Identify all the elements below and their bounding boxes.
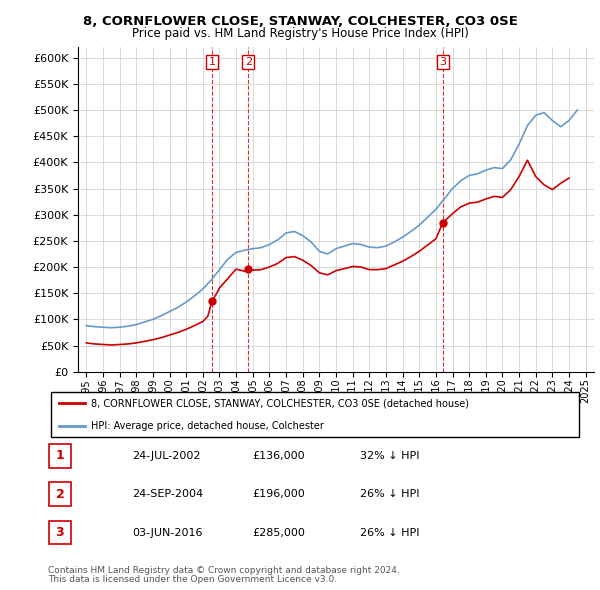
Text: 32% ↓ HPI: 32% ↓ HPI — [360, 451, 419, 461]
Text: 2: 2 — [56, 487, 64, 501]
Text: 24-JUL-2002: 24-JUL-2002 — [132, 451, 200, 461]
Text: 3: 3 — [439, 57, 446, 67]
Text: £196,000: £196,000 — [252, 490, 305, 499]
FancyBboxPatch shape — [49, 520, 71, 545]
Text: 2: 2 — [245, 57, 252, 67]
FancyBboxPatch shape — [49, 444, 71, 468]
Text: 1: 1 — [56, 449, 64, 463]
Text: This data is licensed under the Open Government Licence v3.0.: This data is licensed under the Open Gov… — [48, 575, 337, 584]
Text: £136,000: £136,000 — [252, 451, 305, 461]
Text: 26% ↓ HPI: 26% ↓ HPI — [360, 490, 419, 499]
Text: 8, CORNFLOWER CLOSE, STANWAY, COLCHESTER, CO3 0SE (detached house): 8, CORNFLOWER CLOSE, STANWAY, COLCHESTER… — [91, 398, 469, 408]
FancyBboxPatch shape — [49, 482, 71, 506]
Text: Contains HM Land Registry data © Crown copyright and database right 2024.: Contains HM Land Registry data © Crown c… — [48, 566, 400, 575]
Text: £285,000: £285,000 — [252, 528, 305, 537]
Text: 26% ↓ HPI: 26% ↓ HPI — [360, 528, 419, 537]
Text: 8, CORNFLOWER CLOSE, STANWAY, COLCHESTER, CO3 0SE: 8, CORNFLOWER CLOSE, STANWAY, COLCHESTER… — [83, 15, 517, 28]
Text: 1: 1 — [209, 57, 215, 67]
Text: 3: 3 — [56, 526, 64, 539]
Text: HPI: Average price, detached house, Colchester: HPI: Average price, detached house, Colc… — [91, 421, 323, 431]
FancyBboxPatch shape — [50, 392, 580, 437]
Text: 03-JUN-2016: 03-JUN-2016 — [132, 528, 203, 537]
Text: Price paid vs. HM Land Registry's House Price Index (HPI): Price paid vs. HM Land Registry's House … — [131, 27, 469, 40]
Text: 24-SEP-2004: 24-SEP-2004 — [132, 490, 203, 499]
